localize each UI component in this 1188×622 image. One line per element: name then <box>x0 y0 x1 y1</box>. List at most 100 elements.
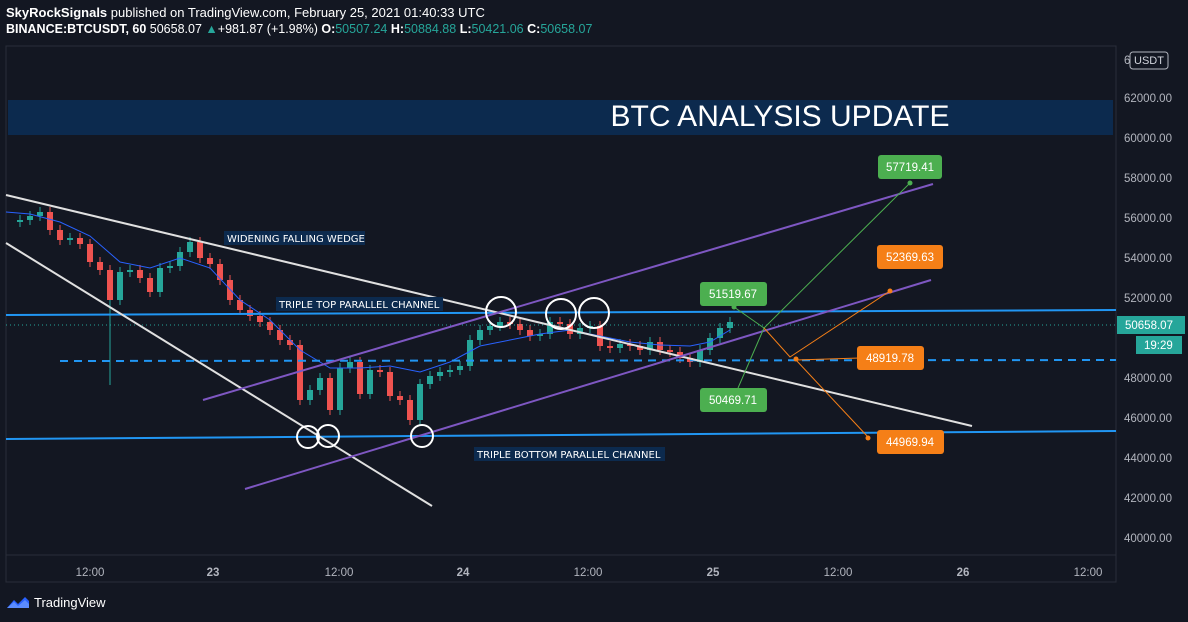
candle-body <box>67 238 73 240</box>
svg-text:52369.63: 52369.63 <box>886 252 934 264</box>
candle-body <box>457 366 463 370</box>
green-projection-path-2 <box>733 306 765 329</box>
orange-projection-flat <box>795 357 861 361</box>
price-tick-label: 52000.00 <box>1124 293 1172 305</box>
svg-text:48919.78: 48919.78 <box>866 353 914 365</box>
time-axis[interactable]: 12:00 23 12:00 24 12:00 25 12:00 26 12:00 <box>76 567 1103 579</box>
low-value: 50421.06 <box>471 22 524 36</box>
time-tick-label: 23 <box>207 567 220 579</box>
candle-body <box>397 396 403 400</box>
currency-label: USDT <box>1134 55 1164 67</box>
candle-body <box>667 350 673 352</box>
top-circle-1 <box>485 296 517 328</box>
triple-bottom-label-bg <box>474 447 665 461</box>
candle-body <box>317 378 323 390</box>
price-tick-label: 62000.00 <box>1124 93 1172 105</box>
ohlc-bar: BINANCE:BTCUSDT, 60 50658.07 ▲+981.87 (+… <box>6 22 592 36</box>
candle-body <box>537 334 543 336</box>
triple-top-level <box>5 309 1117 316</box>
price-tick-label: 60000.00 <box>1124 133 1172 145</box>
target-48919: 48919.78 <box>857 346 924 370</box>
candle-body <box>677 352 683 358</box>
candle-body <box>77 238 83 244</box>
last-price: 50658.07 <box>149 22 202 36</box>
orange-projection-down <box>795 359 869 438</box>
price-axis[interactable]: 62000.00 60000.00 58000.00 56000.00 54000.00… <box>1124 93 1172 545</box>
candle-body <box>157 268 163 292</box>
channel-lower-line <box>244 279 932 490</box>
candle-body <box>337 368 343 410</box>
svg-text:51519.67: 51519.67 <box>709 289 757 301</box>
wedge-upper-line <box>5 194 973 427</box>
candle-body <box>447 370 453 372</box>
time-tick-label: 12:00 <box>76 567 105 579</box>
candle-body <box>607 346 613 348</box>
svg-text:50469.71: 50469.71 <box>709 395 757 407</box>
close-label: C: <box>527 22 541 36</box>
change-value: +981.87 (+1.98%) <box>217 22 318 36</box>
candle-body <box>87 244 93 262</box>
candle-body <box>657 342 663 350</box>
candle-body <box>107 270 113 300</box>
candle-body <box>277 330 283 340</box>
candle-body <box>17 220 23 222</box>
price-tick-label: 58000.00 <box>1124 173 1172 185</box>
candle-body <box>377 370 383 372</box>
price-tick-label: 54000.00 <box>1124 253 1172 265</box>
mid-dashed-level <box>59 359 1117 362</box>
bottom-circle-2 <box>316 424 340 448</box>
candle-body <box>27 216 33 220</box>
candle-body <box>577 328 583 334</box>
svg-text:44969.94: 44969.94 <box>886 437 935 449</box>
candle-body <box>47 212 53 230</box>
time-tick-label: 12:00 <box>824 567 853 579</box>
candle-body <box>467 340 473 366</box>
high-value: 50884.88 <box>404 22 457 36</box>
orange-dot-3 <box>865 435 871 441</box>
symbol-label[interactable]: BINANCE:BTCUSDT, 60 <box>6 22 147 36</box>
price-tick-label: 40000.00 <box>1124 533 1172 545</box>
candle-body <box>637 346 643 350</box>
candle-body <box>717 328 723 338</box>
candle-body <box>147 278 153 292</box>
candle-body <box>137 270 143 278</box>
wedge-label: WIDENING FALLING WEDGE <box>227 234 365 245</box>
candle-body <box>497 322 503 326</box>
green-target-dot <box>907 180 913 186</box>
currency-badge[interactable] <box>1129 51 1169 70</box>
high-label: H: <box>390 22 405 36</box>
candle-body <box>167 266 173 268</box>
candle-body <box>367 370 373 394</box>
candle-body <box>327 378 333 410</box>
candle-body <box>177 252 183 266</box>
candle-body <box>37 212 43 216</box>
price-tick-label: 48000.00 <box>1124 373 1172 385</box>
time-tick-label: 24 <box>457 567 470 579</box>
candle-body <box>357 362 363 394</box>
price-tick-label: 46000.00 <box>1124 413 1172 425</box>
candle-body <box>57 230 63 240</box>
wedge-label-bg <box>224 231 365 245</box>
candle-body <box>287 340 293 345</box>
triple-top-label-bg <box>276 297 443 311</box>
candle-body <box>547 322 553 334</box>
low-label: L: <box>459 22 472 36</box>
author-name[interactable]: SkyRockSignals <box>6 5 108 20</box>
candle-body <box>97 262 103 270</box>
price-tick-label: 56000.00 <box>1124 213 1172 225</box>
price-tick-label: 42000.00 <box>1124 493 1172 505</box>
orange-projection-up <box>763 290 891 358</box>
bottom-circle-1 <box>296 425 320 449</box>
candle-body <box>187 242 193 252</box>
candle-body <box>387 372 393 396</box>
publish-details: published on TradingView.com, February 2… <box>107 5 485 20</box>
time-tick-label: 12:00 <box>325 567 354 579</box>
open-value: 50507.24 <box>335 22 388 36</box>
svg-text:57719.41: 57719.41 <box>886 162 934 174</box>
price-label-top-cut: 6 <box>1124 55 1130 67</box>
footer-brand[interactable]: TradingView <box>6 594 106 610</box>
candle-body <box>437 372 443 376</box>
change-arrow-icon: ▲ <box>205 22 218 36</box>
top-circle-2 <box>545 298 577 330</box>
